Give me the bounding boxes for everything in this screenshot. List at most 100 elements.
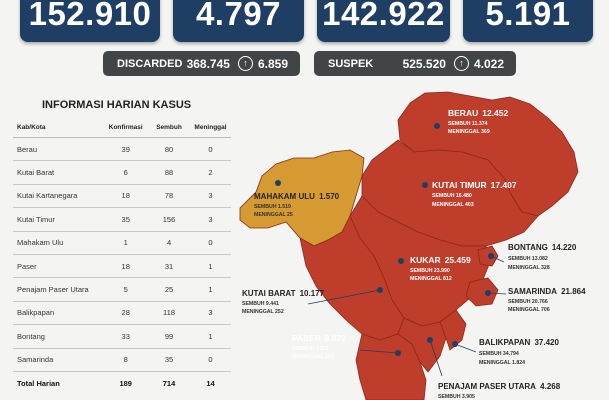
table-cell: Mahakam Ulu (13, 231, 104, 255)
label-paser-title: PASER (292, 333, 321, 343)
table-cell: 88 (148, 160, 190, 185)
label-mahakam-sembuh: SEMBUH 1.519 (254, 204, 291, 210)
table-cell: 99 (148, 324, 190, 349)
label-kutai-barat-sembuh: SEMBUH 9.441 (242, 301, 279, 307)
label-berau-sembuh: SEMBUH 11.374 (448, 121, 488, 127)
discarded-value: 368.745 (186, 56, 230, 71)
label-ppu-total: 4.268 (540, 382, 561, 391)
table-cell: 18 (103, 184, 149, 209)
table-cell: Kutai Barat (13, 160, 104, 185)
table-cell: 118 (148, 301, 190, 326)
table-cell: Paser (13, 254, 104, 279)
table-cell: 3 (189, 207, 231, 232)
label-bontang-total: 14.220 (552, 243, 577, 252)
suspek-value: 525.520 (402, 56, 446, 71)
column-header: Kab/Kota (13, 118, 104, 138)
table-cell: 8 (103, 348, 149, 372)
label-ppu-sembuh: SEMBUH 3.905 (438, 394, 475, 400)
marker-kutai-timur (422, 182, 428, 188)
table-cell: 1 (189, 254, 231, 279)
stat-value: 142.922 (322, 0, 445, 32)
label-paser-meninggal: MENINGGAL 251 (292, 354, 334, 360)
leader-line (359, 349, 399, 354)
label-mahakam-meninggal: MENINGGAL 25 (254, 212, 293, 218)
table-cell: Balikpapan (13, 301, 104, 326)
label-kutai-timur-total: 17.407 (491, 180, 517, 190)
leader-line (429, 339, 443, 377)
leader-line (490, 255, 505, 263)
table-cell: 714 (162, 378, 176, 388)
label-kutai-barat-total: 10.177 (300, 289, 325, 298)
arrow-up-icon: ↑ (453, 56, 469, 71)
table-cell: Penajam Paser Utara (13, 277, 104, 302)
table-row: Samarinda 8 35 0 (13, 348, 231, 372)
label-ppu-title: PENAJAM PASER UTARA (438, 382, 536, 391)
table-cell: 1 (103, 231, 149, 255)
leader-line (487, 292, 507, 295)
table-header-row: Kab/Kota Konfirmasi Sembuh Meninggal (13, 118, 231, 138)
suspek-delta: 4.022 (473, 56, 504, 71)
region-penajam (397, 317, 447, 373)
column-header: Meninggal (189, 118, 231, 138)
table-cell: 4 (148, 231, 190, 255)
table-cell: 25 (148, 277, 190, 302)
label-bontang-title: BONTANG (508, 243, 548, 252)
stat-value: 4.797 (195, 0, 282, 32)
label-kukar-sembuh: SEMBUH 23.990 (410, 268, 450, 274)
label-kukar-total: 25.459 (445, 255, 471, 265)
label-berau-meninggal: MENINGGAL 369 (448, 129, 490, 135)
table-total-row: Total Harian 189 714 14 (13, 371, 231, 394)
label-bontang-sembuh: SEMBUH 13.082 (508, 256, 548, 262)
suspek-label: SUSPEK (328, 57, 374, 70)
table-cell: 3 (189, 301, 231, 326)
table-cell: 2 (189, 160, 231, 185)
table-cell: 80 (148, 137, 190, 162)
label-balikpapan-title: BALIKPAPAN (479, 338, 530, 347)
stat-box-2: 4.797 (173, 0, 304, 42)
label-kutai-timur-sembuh: SEMBUH 16.480 (432, 193, 472, 199)
table-cell: 18 (103, 254, 149, 279)
table-cell: 5 (103, 277, 149, 302)
region-mahakam-ulu (239, 149, 365, 247)
table-cell: Bontang (13, 324, 104, 349)
label-mahakam-title: MAHAKAM ULU (254, 192, 315, 201)
region-balikpapan (439, 309, 467, 351)
table-row: Kutai Barat 6 88 2 (13, 160, 231, 185)
table-row: Balikpapan 28 118 3 (13, 301, 231, 326)
table-cell: 78 (148, 184, 190, 209)
marker-mahakam-ulu (275, 180, 281, 186)
leader-line (307, 289, 381, 305)
stat-box-4: 5.191 (463, 0, 593, 42)
table-row: Paser 18 31 1 (13, 254, 231, 279)
table-cell: 189 (119, 378, 132, 388)
stat-box-3: 142.922 (317, 0, 450, 42)
stat-value: 152.910 (28, 0, 152, 32)
marker-berau (434, 123, 440, 129)
region-paser (355, 333, 427, 400)
label-berau-total: 12.452 (482, 108, 508, 118)
table-cell: Kutai Kartanegara (13, 184, 104, 209)
table-cell: 0 (189, 348, 231, 372)
table-cell: 35 (148, 348, 190, 372)
discarded-pill: DISCARDED 368.745 ↑ 6.859 (103, 51, 300, 76)
table-row: Berau 39 80 0 (13, 137, 231, 162)
table-cell: 33 (103, 324, 149, 349)
label-samarinda-total: 21.864 (561, 287, 586, 296)
leader-line (454, 343, 477, 353)
table-row: Kutai Kartanegara 18 78 3 (13, 184, 231, 209)
daily-cases-table: Kab/Kota Konfirmasi Sembuh Meninggal Ber… (13, 118, 231, 394)
discarded-delta: 6.859 (257, 56, 288, 71)
table-cell: Kutai Timur (13, 207, 104, 232)
label-samarinda-meninggal: MENINGGAL 706 (508, 307, 550, 313)
table-cell: 1 (189, 324, 231, 349)
table-cell: Total Harian (17, 378, 60, 388)
label-samarinda-sembuh: SEMBUH 20.766 (508, 299, 548, 305)
label-paser-sembuh: SEMBUH 7.571 (292, 346, 329, 352)
label-balikpapan-meninggal: MENINGGAL 1.824 (479, 360, 525, 366)
discarded-label: DISCARDED (117, 57, 183, 70)
region-kutai-barat (299, 215, 405, 341)
table-cell: 3 (189, 184, 231, 209)
table-cell: 0 (189, 137, 231, 162)
marker-kukar (398, 258, 404, 264)
